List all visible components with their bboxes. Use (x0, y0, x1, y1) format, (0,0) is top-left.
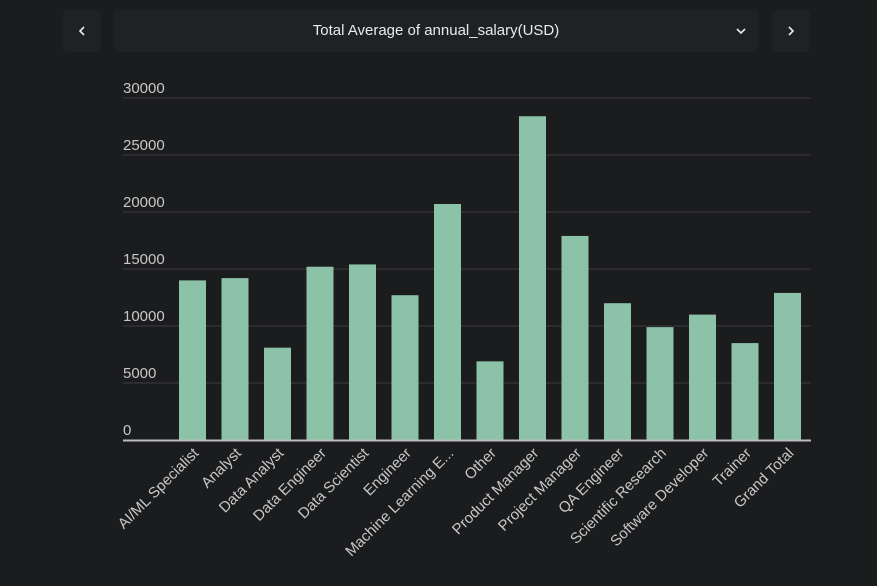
bar (349, 264, 376, 440)
bar (731, 343, 759, 440)
y-tick-label: 25000 (123, 137, 165, 154)
x-tick-label: AI/ML Specialist (115, 444, 203, 532)
previous-chart-button[interactable] (63, 10, 101, 52)
chevron-down-icon (736, 28, 746, 35)
bar (391, 295, 419, 440)
y-tick-label: 0 (123, 422, 131, 439)
bar (646, 327, 674, 440)
bar (604, 303, 631, 440)
chart-title: Total Average of annual_salary(USD) (312, 22, 560, 39)
y-tick-label: 5000 (123, 365, 156, 382)
y-tick-label: 15000 (123, 251, 165, 268)
bar (434, 204, 461, 440)
chevron-left-icon (78, 26, 85, 36)
y-tick-label: 20000 (123, 194, 165, 211)
y-tick-label: 10000 (123, 308, 165, 325)
bar (306, 266, 334, 440)
x-tick-label: Other (461, 445, 500, 484)
bar (264, 347, 291, 440)
chevron-right-icon (788, 26, 795, 36)
bar (519, 116, 546, 441)
y-tick-label: 30000 (123, 80, 165, 97)
bar (179, 280, 206, 440)
bar (221, 278, 249, 440)
next-chart-button[interactable] (772, 10, 810, 52)
bar (774, 292, 801, 440)
bar (561, 235, 589, 440)
bar (689, 314, 716, 440)
bar (476, 361, 504, 440)
metric-dropdown[interactable]: Total Average of annual_salary(USD) (114, 10, 758, 52)
